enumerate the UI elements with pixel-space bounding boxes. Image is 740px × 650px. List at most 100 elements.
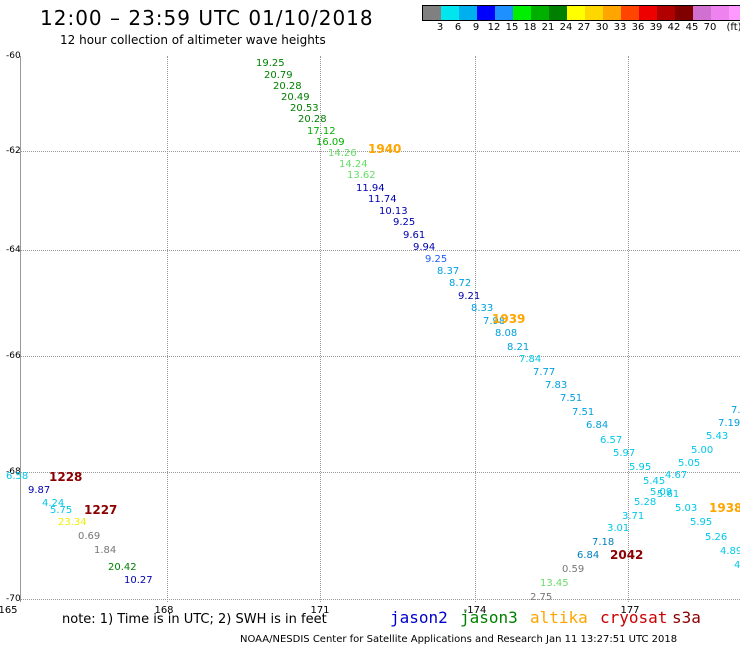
legend-label: 39	[649, 22, 663, 33]
wave-height-value: 5.09	[650, 487, 673, 498]
legend-swatch	[657, 6, 675, 20]
legend-label: 45	[685, 22, 699, 33]
wave-height-value: 9.61	[403, 230, 426, 241]
wave-height-value: 8.08	[495, 328, 518, 339]
grid-line-lon	[320, 56, 321, 602]
pass-time-label: 2042	[610, 548, 644, 562]
legend-swatch	[441, 6, 459, 20]
wave-height-value: 6.58	[6, 471, 29, 482]
wave-height-value: 5.61	[657, 489, 680, 500]
map-left-border	[20, 56, 21, 602]
wave-height-value: 2.75	[530, 592, 553, 603]
legend-swatch	[477, 6, 495, 20]
wave-height-value: 5.43	[706, 431, 729, 442]
wave-height-value: 7.18	[592, 537, 615, 548]
pass-time-label: 1227	[84, 503, 118, 517]
wave-height-value: 19.25	[256, 58, 285, 69]
wave-height-value: 9.21	[458, 291, 481, 302]
lon-label: -174	[463, 605, 487, 616]
wave-height-value: 7.77	[533, 367, 556, 378]
grid-line-lon	[475, 56, 476, 602]
wave-height-value: 5.00	[691, 445, 714, 456]
wave-height-value: 20.49	[281, 92, 310, 103]
wave-height-value: 5.03	[675, 503, 698, 514]
grid-line-lat	[20, 472, 740, 473]
legend-swatch	[423, 6, 441, 20]
wave-height-value: 7.19	[718, 418, 740, 429]
map-subtitle: 12 hour collection of altimeter wave hei…	[60, 33, 326, 47]
satellite-label-s3a: s3a	[672, 608, 701, 627]
wave-height-value: 8.21	[507, 342, 530, 353]
wave-height-value: 20.79	[264, 70, 293, 81]
wave-height-value: 4.89	[720, 546, 740, 557]
legend-label: 21	[541, 22, 555, 33]
wave-height-value: 7.	[731, 405, 740, 416]
map-title: 12:00 – 23:59 UTC 01/10/2018	[40, 6, 374, 30]
legend-swatch	[639, 6, 657, 20]
legend-label: 6	[454, 22, 462, 33]
wave-height-value: 7.83	[545, 380, 568, 391]
wave-height-value: 7.51	[572, 407, 595, 418]
wave-height-value: 7.51	[560, 393, 583, 404]
wave-height-value: 20.53	[290, 103, 319, 114]
wave-height-value: 17.12	[307, 126, 336, 137]
legend-swatch	[621, 6, 639, 20]
lat-label: -64	[6, 245, 21, 255]
pass-time-label: 1939	[492, 312, 526, 326]
wave-height-value: 16.09	[316, 137, 345, 148]
wave-height-value: 5.95	[629, 462, 652, 473]
wave-height-value: 20.28	[273, 81, 302, 92]
grid-line-lon	[628, 56, 629, 602]
lon-label: 177	[620, 605, 640, 616]
legend-label: 36	[631, 22, 645, 33]
wave-height-value: 9.94	[413, 242, 436, 253]
wave-height-value: 11.94	[356, 183, 385, 194]
wave-height-value: 8.72	[449, 278, 472, 289]
wave-height-value: 4.67	[665, 470, 688, 481]
wave-height-value: 10.13	[379, 206, 408, 217]
satellite-label-jason2: jason2	[390, 608, 448, 627]
wave-height-value: 9.25	[393, 217, 416, 228]
wave-height-value: 0.69	[78, 531, 101, 542]
wave-height-value: 5.75	[50, 505, 73, 516]
legend-label: 12	[487, 22, 501, 33]
wave-height-value: 6.84	[586, 420, 609, 431]
wave-height-value: 10.27	[124, 575, 153, 586]
grid-line-lat	[20, 356, 740, 357]
lat-label: -60	[6, 51, 21, 61]
wave-height-value: 5.95	[690, 517, 713, 528]
legend-label: 27	[577, 22, 591, 33]
grid-line-lat	[20, 250, 740, 251]
legend-swatch	[693, 6, 711, 20]
lat-label: -62	[6, 146, 21, 156]
lon-label: 171	[310, 605, 330, 616]
legend-label: 33	[613, 22, 627, 33]
legend-swatch	[729, 6, 740, 20]
wave-height-value: 3.01	[607, 523, 630, 534]
wave-height-value: 9.25	[425, 254, 448, 265]
lat-label: -66	[6, 351, 21, 361]
legend-swatch	[513, 6, 531, 20]
grid-line-lon	[167, 56, 168, 602]
wave-height-value: 6.84	[577, 550, 600, 561]
legend-label: 70	[703, 22, 717, 33]
satellite-label-altika: altika	[530, 608, 588, 627]
legend-label: 9	[472, 22, 480, 33]
pass-time-label: 1938	[709, 501, 740, 515]
legend-swatch	[675, 6, 693, 20]
wave-height-value: 23.34	[58, 517, 87, 528]
wave-height-value: 13.45	[540, 578, 569, 589]
lat-label: -68	[6, 467, 21, 477]
footer-credit: NOAA/NESDIS Center for Satellite Applica…	[240, 634, 678, 645]
legend-label: 24	[559, 22, 573, 33]
wave-height-value: 0.59	[562, 564, 585, 575]
legend-swatch	[603, 6, 621, 20]
wave-height-value: 9.87	[28, 485, 51, 496]
legend-label: 15	[505, 22, 519, 33]
wave-height-value: 14.24	[339, 159, 368, 170]
lat-label: -70	[6, 594, 21, 604]
legend-swatch	[549, 6, 567, 20]
legend-swatch	[585, 6, 603, 20]
legend-swatch	[459, 6, 477, 20]
wave-height-value: 14.26	[328, 148, 357, 159]
